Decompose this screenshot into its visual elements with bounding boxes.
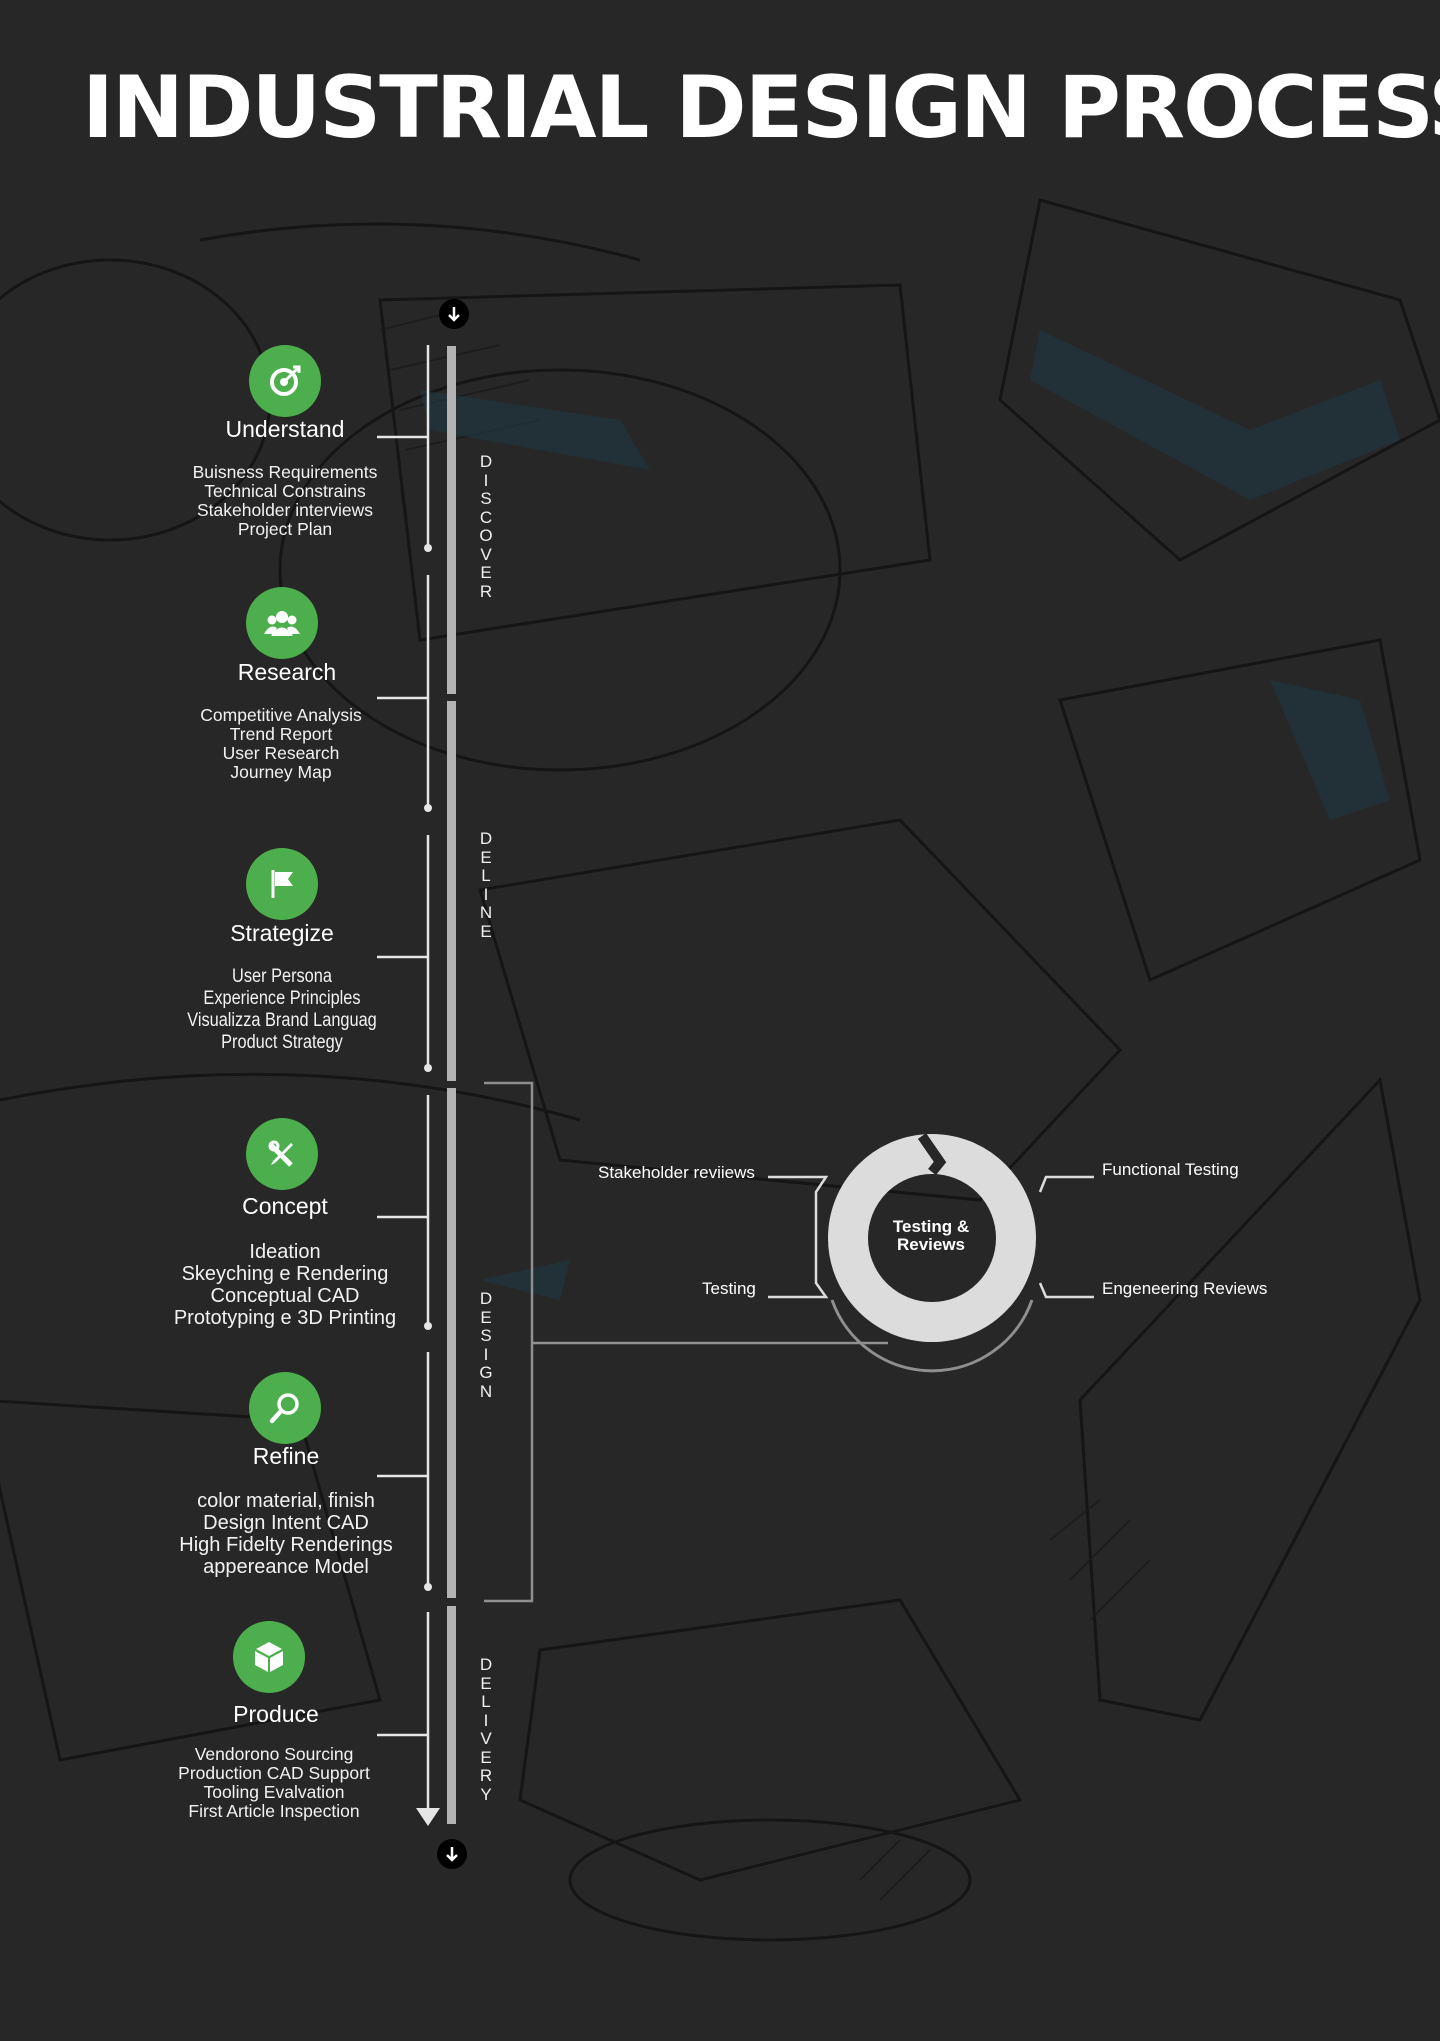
rail-end-dot <box>424 544 432 552</box>
list-item: appereance Model <box>203 1556 369 1578</box>
list-item: Tooling Evalvation <box>203 1782 345 1802</box>
list-item: Experience Principles <box>203 988 361 1009</box>
callout-engineering-reviews: Engeneering Reviews <box>1102 1279 1268 1298</box>
phase-label-deline: D E L I N E <box>479 829 493 941</box>
step-items-research: Competitive Analysis Trend Report User R… <box>116 706 446 782</box>
step-title-research: Research <box>237 659 337 685</box>
testing-ring-underline <box>830 1299 1034 1373</box>
list-item: Visualizza Brand Languag <box>187 1010 377 1031</box>
callout-line-left-top <box>768 1175 829 1299</box>
list-item: User Persona <box>232 966 332 987</box>
rail-end-dot <box>424 1583 432 1591</box>
list-item: User Research <box>222 743 340 763</box>
list-item: Stakeholder interviews <box>196 500 374 520</box>
testing-ring-gap <box>917 1133 947 1176</box>
rail-end-dot <box>424 1064 432 1072</box>
box-icon <box>255 1642 283 1672</box>
testing-ring-label: Testing & Reviews <box>860 1218 1002 1254</box>
magnifier-icon <box>269 1393 299 1424</box>
ring-label-line: Testing & <box>892 1217 970 1236</box>
step-title-understand: Understand <box>225 416 345 442</box>
list-item: Buisness Requirements <box>192 462 378 482</box>
rail-end-dot <box>424 1322 432 1330</box>
users-icon <box>264 611 300 636</box>
flag-icon <box>271 870 293 898</box>
phase-label-design: D E S I G N <box>479 1289 493 1401</box>
step-items-understand: Buisness Requirements Technical Constrai… <box>120 463 450 539</box>
concept-node-icon <box>246 1118 318 1190</box>
list-item: Design Intent CAD <box>203 1512 369 1534</box>
strategize-node-icon <box>246 848 318 920</box>
phase-bar-delivery <box>447 1606 456 1824</box>
step-title-strategize: Strategize <box>230 920 334 946</box>
phase-label-delivery: D E L I V E R Y <box>479 1655 493 1804</box>
list-item: Conceptual CAD <box>210 1285 360 1307</box>
callout-line-right-top <box>1038 1175 1094 1193</box>
list-item: Prototyping e 3D Printing <box>173 1307 397 1329</box>
arrow-down-icon <box>448 307 460 322</box>
callout-testing: Testing <box>702 1279 756 1298</box>
callout-stakeholder-reviews: Stakeholder reviiews <box>598 1163 755 1182</box>
ring-label-line: Reviews <box>896 1235 966 1254</box>
list-item: Competitive Analysis <box>200 705 362 725</box>
step-title-produce: Produce <box>233 1701 319 1727</box>
list-item: Skeyching e Rendering <box>181 1263 389 1285</box>
list-item: High Fidelty Renderings <box>179 1534 393 1556</box>
arrow-down-icon <box>446 1847 458 1862</box>
list-item: Product Strategy <box>221 1032 343 1053</box>
list-item: Trend Report <box>229 724 333 744</box>
callout-line-right-bottom <box>1038 1282 1094 1299</box>
target-icon <box>270 365 301 396</box>
phase-label-discover: D I S C O V E R <box>479 452 493 601</box>
rail-arrowhead <box>416 1808 440 1826</box>
step-title-concept: Concept <box>242 1193 328 1219</box>
list-item: Technical Constrains <box>204 481 366 501</box>
produce-node-icon <box>233 1621 305 1693</box>
step-items-strategize: User Persona Experience Principles Visua… <box>117 966 447 1054</box>
list-item: First Article Inspection <box>188 1801 360 1821</box>
phase-bar-design <box>447 1088 456 1598</box>
step-items-refine: color material, finish Design Intent CAD… <box>121 1490 451 1578</box>
page-title: INDUSTRIAL DESIGN PROCESS <box>82 58 1440 158</box>
refine-node-icon <box>249 1372 321 1444</box>
research-node-icon <box>246 587 318 659</box>
start-marker <box>439 299 469 329</box>
step-title-refine: Refine <box>252 1443 320 1469</box>
step-items-concept: Ideation Skeyching e Rendering Conceptua… <box>120 1241 450 1329</box>
phase-bar-discover <box>447 346 456 694</box>
callout-functional-testing: Functional Testing <box>1102 1160 1239 1179</box>
list-item: Project Plan <box>237 519 333 539</box>
list-item: Ideation <box>249 1241 321 1263</box>
step-items-produce: Vendorono Sourcing Production CAD Suppor… <box>109 1745 439 1821</box>
rail-end-dot <box>424 804 432 812</box>
list-item: Production CAD Support <box>178 1763 370 1783</box>
understand-node-icon <box>249 345 321 417</box>
list-item: Journey Map <box>230 762 332 782</box>
tools-icon <box>268 1140 293 1167</box>
list-item: Vendorono Sourcing <box>194 1744 354 1764</box>
end-marker <box>437 1839 467 1869</box>
phase-bar-deline <box>447 701 456 1081</box>
list-item: color material, finish <box>197 1490 375 1512</box>
